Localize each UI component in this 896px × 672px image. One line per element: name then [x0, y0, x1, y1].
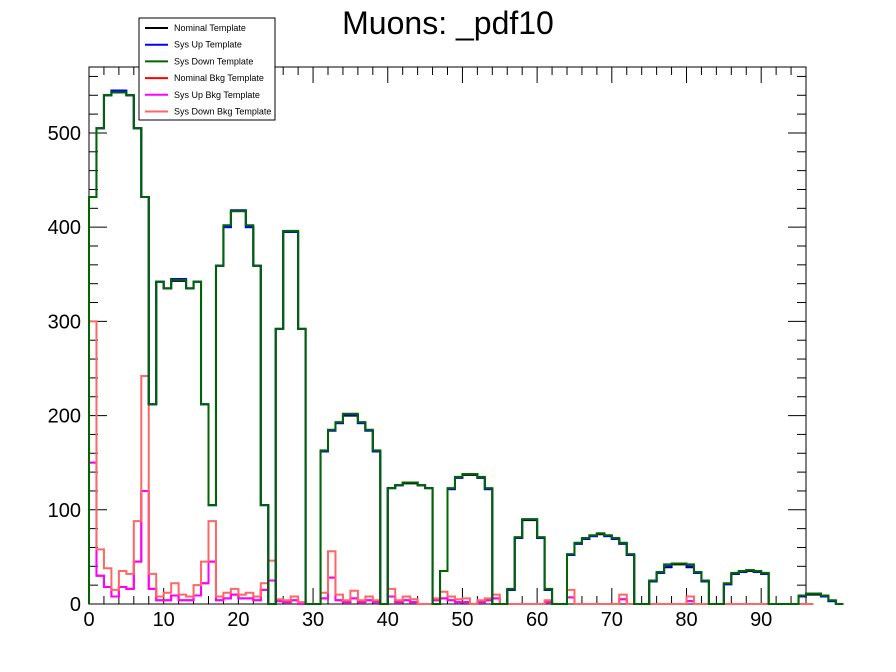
series-line	[88, 461, 814, 605]
legend-label: Sys Down Template	[174, 56, 253, 66]
legend-box	[138, 17, 276, 121]
series-line	[88, 91, 844, 605]
legend-label: Nominal Template	[174, 23, 246, 33]
y-tick-label: 200	[48, 406, 81, 428]
legend-label: Sys Up Template	[174, 40, 242, 50]
chart-title: Muons: _pdf10	[342, 5, 554, 41]
x-tick-label: 50	[451, 609, 473, 631]
series-line	[88, 461, 814, 605]
axis-ticks: 0 10 20 30 40 50 60 70 80 90 0 100 200 300 400 500	[48, 67, 807, 631]
y-tick-label: 500	[48, 123, 81, 145]
legend-label: Nominal Bkg Template	[174, 73, 264, 83]
y-tick-label: 0	[70, 594, 81, 616]
y-tick-label: 100	[48, 500, 81, 522]
legend: Nominal Template Sys Up Template Sys Down …	[138, 17, 276, 121]
x-tick-label: 90	[750, 609, 772, 631]
legend-label: Sys Down Bkg Template	[174, 107, 271, 117]
x-tick-label: 10	[153, 609, 175, 631]
series-line	[88, 320, 814, 605]
legend-label: Sys Up Bkg Template	[174, 90, 260, 100]
x-tick-label: 20	[227, 609, 249, 631]
x-tick-label: 70	[601, 609, 623, 631]
series-line	[88, 91, 844, 605]
series-line	[88, 89, 844, 605]
x-tick-label: 30	[302, 609, 324, 631]
y-tick-label: 300	[48, 311, 81, 333]
x-tick-label: 60	[526, 609, 548, 631]
x-tick-label: 40	[377, 609, 399, 631]
series-layer	[88, 89, 844, 605]
y-tick-label: 400	[48, 217, 81, 239]
x-tick-label: 0	[83, 609, 94, 631]
x-tick-label: 80	[675, 609, 697, 631]
